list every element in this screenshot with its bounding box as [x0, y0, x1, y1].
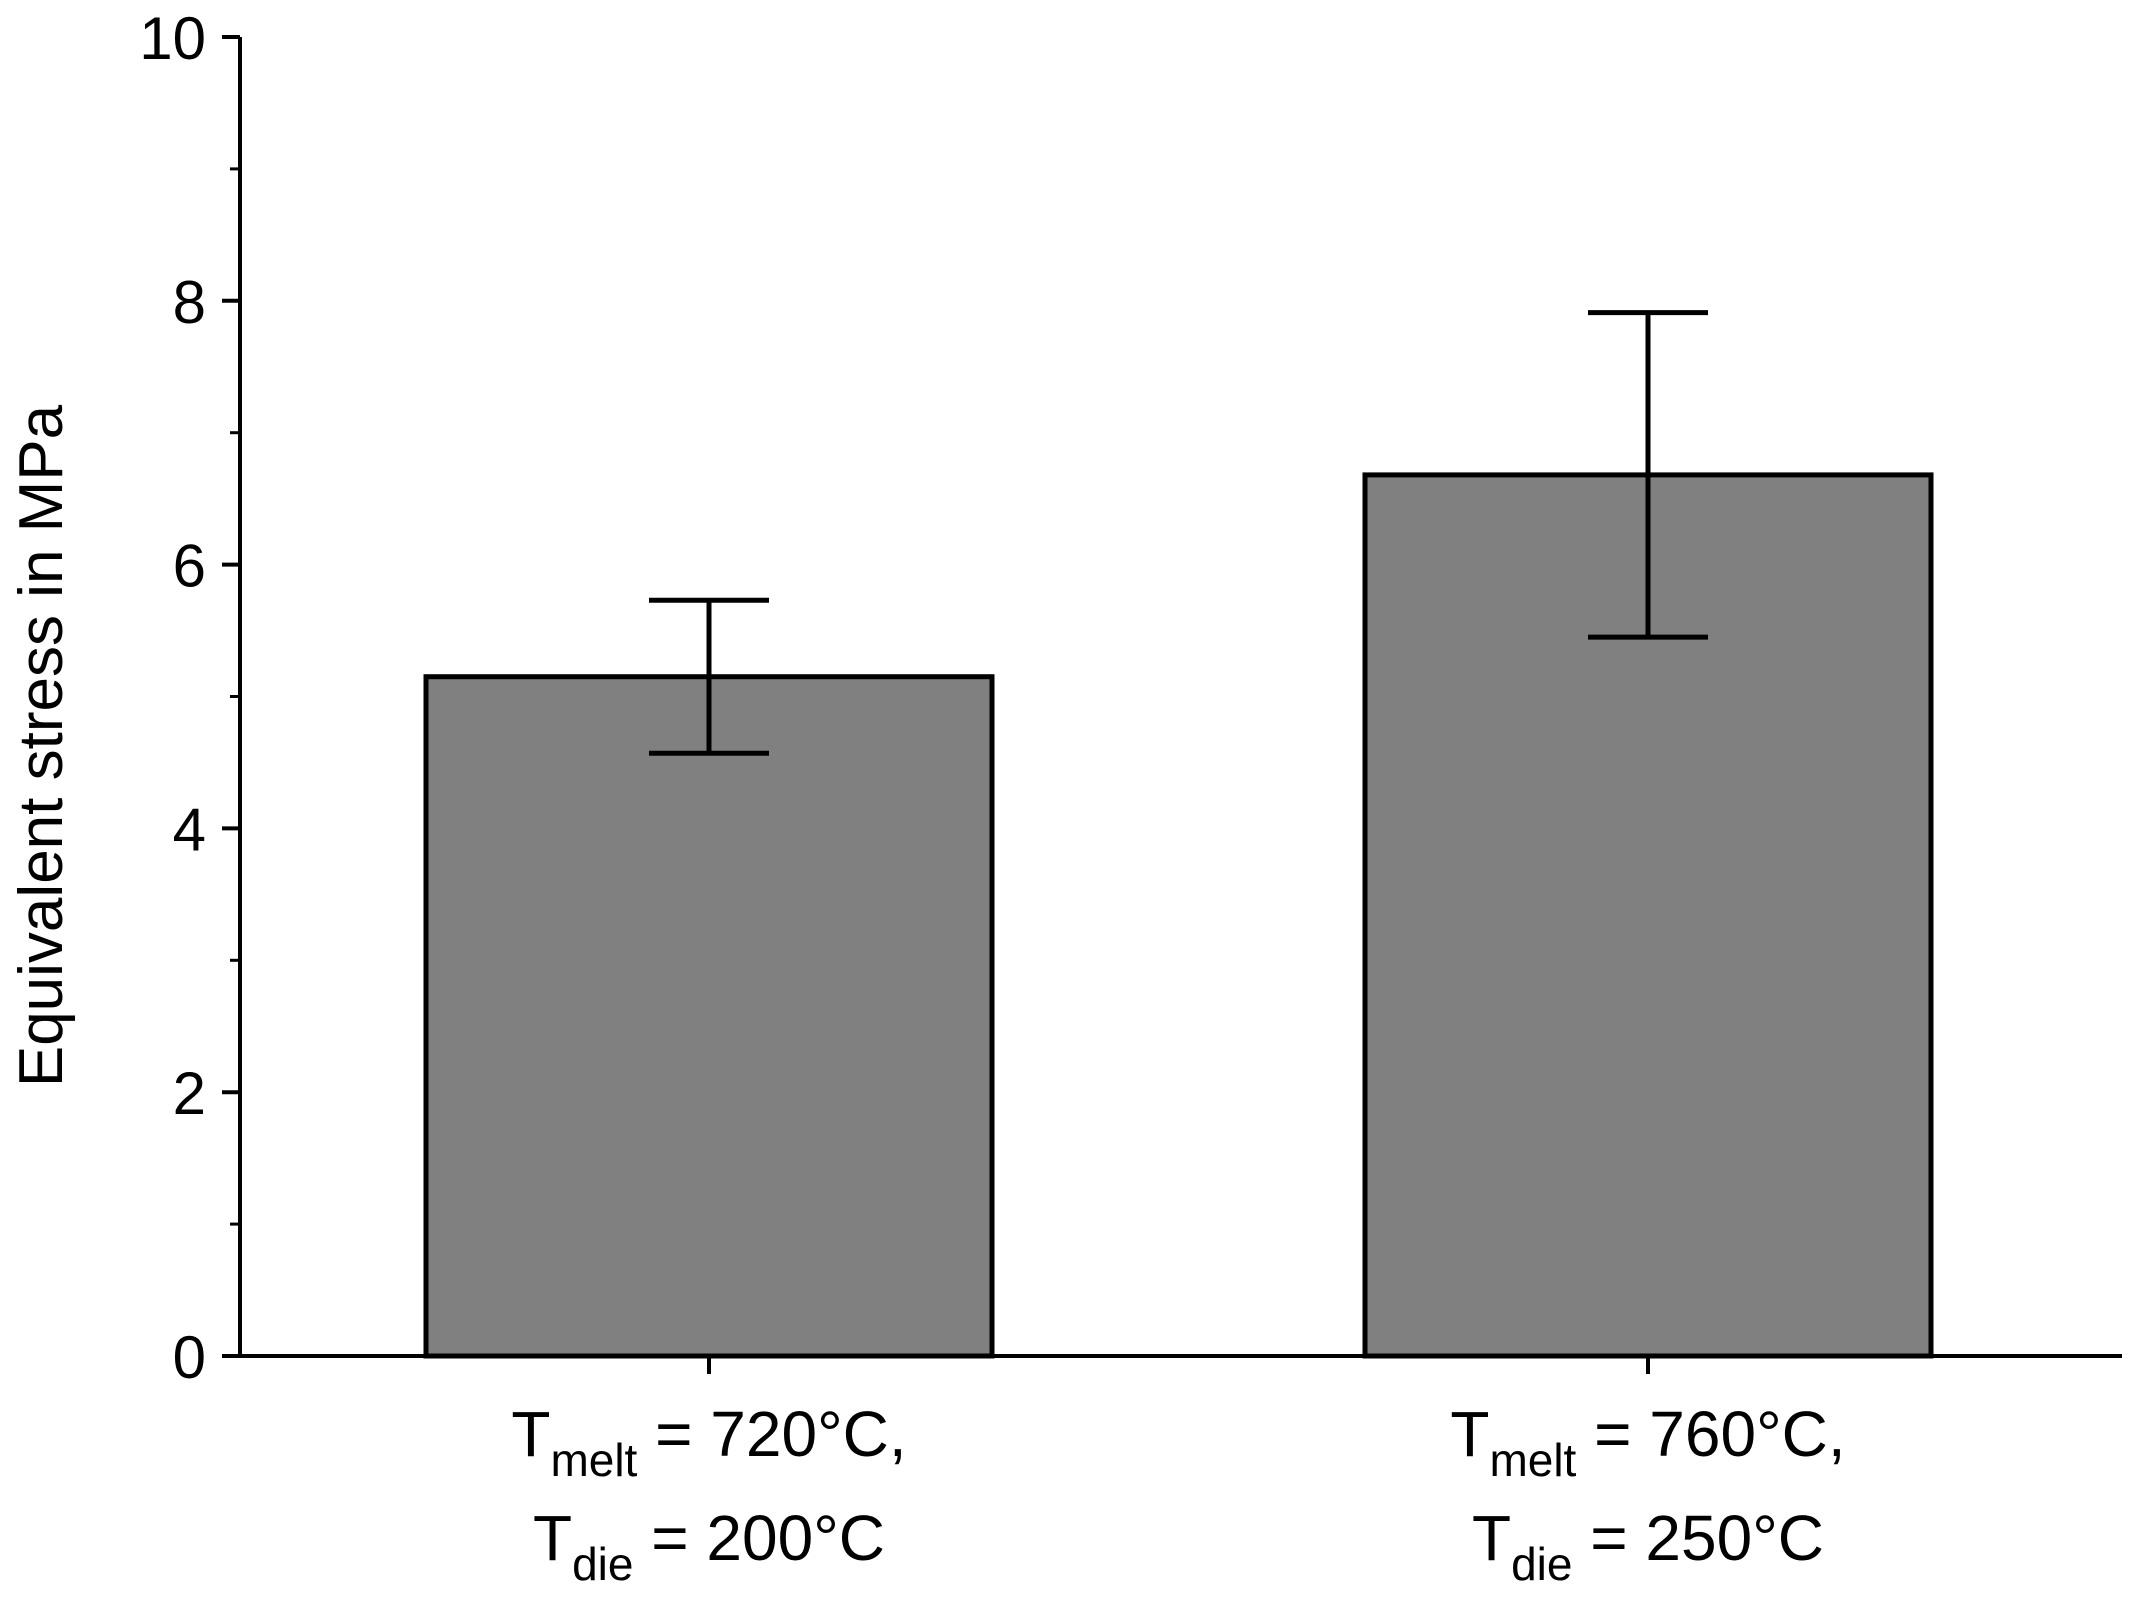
- x-tick-label-base: T: [511, 1398, 550, 1470]
- bars: [423, 472, 1934, 1359]
- x-tick-label-base: T: [533, 1502, 572, 1574]
- y-tick-label: 6: [173, 533, 206, 600]
- bar: [423, 674, 995, 1359]
- x-tick-label: Tdie = 250°C: [1472, 1502, 1824, 1590]
- x-tick-label-value: = 250°C: [1572, 1502, 1824, 1574]
- x-tick-label-value: = 760°C,: [1576, 1398, 1845, 1470]
- x-tick-label-value: = 200°C: [633, 1502, 885, 1574]
- x-tick-label-subscript: melt: [550, 1434, 637, 1486]
- x-tick-label: Tmelt = 720°C,: [511, 1398, 906, 1486]
- y-tick-label: 4: [173, 796, 206, 863]
- x-tick-label: Tmelt = 760°C,: [1450, 1398, 1845, 1486]
- x-tick-label-base: T: [1472, 1502, 1511, 1574]
- y-tick-label: 0: [173, 1324, 206, 1391]
- x-axis: [222, 1354, 2122, 1374]
- x-tick-label-base: T: [1450, 1398, 1489, 1470]
- x-tick-label-subscript: die: [1511, 1538, 1572, 1590]
- y-tick-label: 2: [173, 1060, 206, 1127]
- error-bars: [649, 310, 1708, 756]
- x-tick-label: Tdie = 200°C: [533, 1502, 885, 1590]
- y-axis-label: Equivalent stress in MPa: [7, 404, 76, 1087]
- y-tick-label: 10: [139, 5, 206, 72]
- y-tick-label: 8: [173, 269, 206, 336]
- x-tick-label-subscript: die: [572, 1538, 633, 1590]
- x-tick-label-subscript: melt: [1489, 1434, 1576, 1486]
- x-tick-label-value: = 720°C,: [637, 1398, 906, 1470]
- y-axis: 0 2 4 6 8 10: [139, 5, 242, 1391]
